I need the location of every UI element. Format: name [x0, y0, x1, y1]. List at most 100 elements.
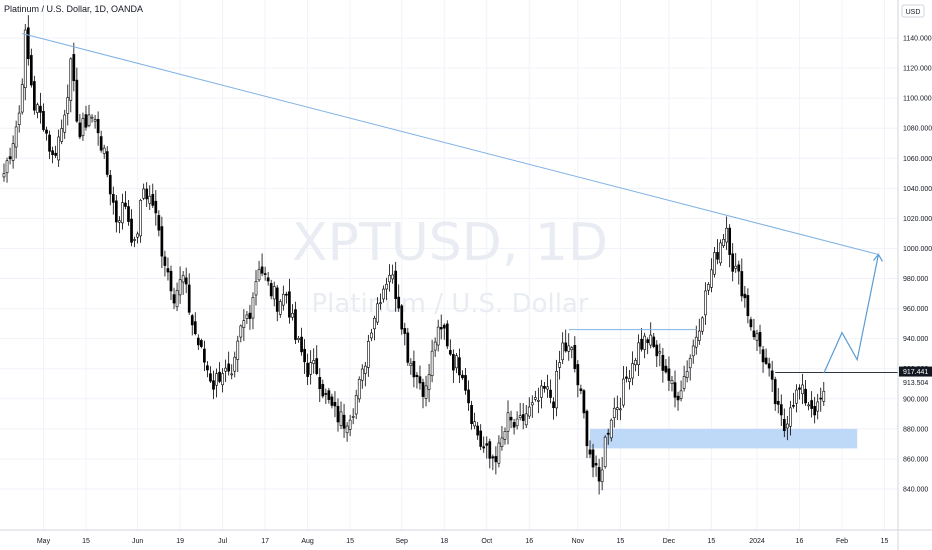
- candle: [148, 185, 152, 210]
- candle-body: [29, 55, 33, 86]
- candle-body: [652, 336, 656, 347]
- candle-body: [694, 336, 698, 348]
- candle: [418, 365, 422, 390]
- candle: [491, 454, 495, 471]
- candle: [631, 351, 634, 386]
- candle-body: [178, 279, 182, 296]
- candle-body: [312, 360, 316, 364]
- y-tick-label: 980.000: [903, 276, 928, 283]
- candle-body: [688, 357, 692, 369]
- support-zone[interactable]: [589, 428, 858, 449]
- candle-body: [561, 342, 565, 361]
- candle: [731, 243, 735, 282]
- candle: [39, 92, 42, 124]
- candle-body: [418, 376, 422, 384]
- candle: [518, 402, 522, 421]
- candle: [524, 405, 528, 429]
- candle-body: [206, 365, 209, 371]
- x-tick-label: Oct: [481, 538, 492, 545]
- candle: [260, 253, 264, 277]
- candle-body: [230, 373, 234, 376]
- candle: [767, 357, 771, 377]
- candle: [494, 446, 498, 475]
- candle-body: [360, 368, 364, 381]
- candle-body: [488, 441, 492, 459]
- currency-badge[interactable]: [901, 4, 925, 18]
- x-tick-label: 19: [176, 538, 184, 545]
- candle: [263, 266, 267, 281]
- candle: [236, 335, 240, 373]
- candle-body: [351, 416, 355, 418]
- candle-body: [251, 296, 255, 319]
- candle-body: [518, 415, 522, 419]
- candle: [93, 115, 97, 129]
- candle-body: [549, 389, 552, 398]
- candle-body: [661, 355, 665, 371]
- candle-body: [439, 327, 443, 330]
- candle: [54, 145, 57, 159]
- candle-body: [224, 367, 227, 372]
- candle-body: [500, 437, 504, 447]
- candle: [412, 350, 416, 388]
- candle-body: [816, 401, 820, 412]
- candle: [570, 346, 574, 359]
- candle-body: [239, 325, 243, 338]
- candle: [719, 239, 722, 266]
- candle-body: [773, 379, 777, 405]
- candle-body: [697, 330, 701, 341]
- candle-body: [60, 128, 64, 142]
- watermark-ticker: XPTUSD, 1D: [292, 213, 608, 273]
- candle: [667, 356, 671, 392]
- candle-body: [127, 206, 130, 222]
- candle: [521, 403, 525, 430]
- candle-body: [245, 314, 249, 319]
- candle: [497, 435, 501, 468]
- candle: [218, 362, 221, 384]
- descending-trendline[interactable]: [22, 33, 879, 255]
- candle: [506, 400, 510, 445]
- candle-body: [452, 354, 455, 371]
- candle: [157, 210, 161, 237]
- candle: [649, 322, 653, 349]
- candle: [798, 384, 801, 400]
- candle: [640, 328, 643, 352]
- candle-body: [628, 378, 631, 382]
- candle-body: [357, 378, 361, 400]
- x-tick-label: Jun: [132, 538, 143, 545]
- y-tick-label: 860.000: [903, 456, 928, 463]
- candle: [60, 119, 64, 145]
- candle: [391, 264, 394, 284]
- candle: [792, 392, 795, 409]
- candle: [297, 336, 300, 343]
- candle: [309, 350, 313, 385]
- time-axis-ticks[interactable]: May 15 Jun 19 Jul 17 Aug 15 Sep 18 Oct 16 Nov 15 Dec 15…: [37, 538, 889, 545]
- candle-body: [297, 338, 300, 341]
- candle-body: [749, 319, 753, 328]
- candle-body: [281, 293, 285, 306]
- candle-body: [512, 422, 516, 428]
- candle-body: [494, 456, 498, 463]
- watermark-description: Platinum / U.S. Dollar: [311, 289, 588, 319]
- candle-body: [303, 348, 306, 363]
- candle-body: [406, 332, 410, 363]
- candle: [461, 370, 464, 380]
- y-tick-label: 1000.000: [903, 246, 932, 253]
- candle: [257, 260, 261, 282]
- candlestick-series: [2, 15, 826, 495]
- candle-body: [39, 105, 42, 113]
- candle: [251, 292, 255, 330]
- candle-body: [96, 119, 100, 134]
- candle: [445, 320, 449, 350]
- candle-body: [445, 323, 449, 347]
- candle-body: [130, 218, 133, 243]
- candle: [248, 304, 252, 330]
- candle: [275, 285, 279, 322]
- candle-body: [209, 373, 212, 382]
- projection-path[interactable]: [823, 254, 880, 374]
- price-axis-ticks[interactable]: 840.000860.000880.000900.000920.000940.0…: [903, 36, 932, 494]
- symbol-title[interactable]: Platinum / U.S. Dollar, 1D, OANDA: [4, 4, 143, 14]
- candle-body: [5, 160, 9, 174]
- y-tick-label: 900.000: [903, 396, 928, 403]
- candle-body: [798, 387, 801, 390]
